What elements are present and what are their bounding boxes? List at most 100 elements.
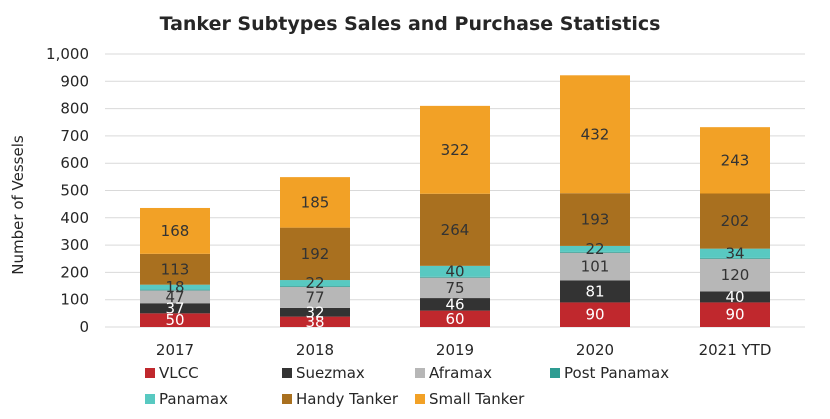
bar-segment [560, 280, 630, 303]
bar-segment [560, 75, 630, 194]
bar-segment [140, 253, 210, 285]
bar-segment [420, 193, 490, 266]
y-tick-labels: 0 100 200 300 400 500 600 700 800 900 1,000 [46, 45, 89, 336]
data-label: 47 [165, 288, 184, 306]
data-label: 168 [161, 222, 190, 240]
legend-swatch [145, 368, 155, 378]
bar-segment [420, 105, 490, 194]
legend-swatch [282, 368, 292, 378]
bar-segment [560, 193, 630, 246]
data-label: 101 [581, 258, 610, 276]
data-label: 34 [725, 244, 744, 262]
data-label: 113 [161, 260, 190, 278]
data-label: 192 [301, 245, 330, 263]
bar-segment [700, 302, 770, 327]
legend-label: Suezmax [296, 364, 365, 382]
legend-label: Handy Tanker [296, 390, 399, 408]
bar-segment [280, 286, 350, 287]
x-tick-labels: 2017 2018 2019 2020 2021 YTD [156, 341, 772, 359]
y-tick-label: 800 [60, 100, 89, 118]
data-label: 77 [305, 288, 324, 306]
y-tick-label: 600 [60, 154, 89, 172]
x-tick-label: 2017 [156, 341, 194, 359]
bar-segment [560, 252, 630, 281]
legend-swatch [145, 394, 155, 404]
data-label: 40 [445, 262, 464, 280]
y-tick-label: 1,000 [46, 45, 89, 63]
bar-segment [700, 258, 770, 292]
data-label: 243 [721, 151, 750, 169]
bar-segment [280, 177, 350, 228]
data-label: 22 [585, 240, 604, 258]
bar-segment [140, 303, 210, 314]
chart-title: Tanker Subtypes Sales and Purchase Stati… [160, 13, 661, 35]
data-label: 120 [721, 266, 750, 284]
data-labels: 5037471811316838327722192185604675402643… [161, 125, 750, 331]
data-label: 37 [165, 299, 184, 317]
data-label: 46 [445, 295, 464, 313]
bar-segment [700, 257, 770, 259]
bar-segment [700, 193, 770, 249]
data-label: 32 [305, 303, 324, 321]
data-label: 90 [585, 306, 604, 324]
legend-swatch [282, 394, 292, 404]
bar-segment [420, 265, 490, 277]
x-tick-label: 2021 YTD [699, 341, 772, 359]
bar-segment [420, 298, 490, 311]
y-axis-label: Number of Vessels [9, 135, 27, 275]
legend-label: Small Tanker [429, 390, 525, 408]
bar-segment [140, 290, 210, 304]
data-label: 202 [721, 212, 750, 230]
data-label: 18 [165, 278, 184, 296]
bar-segment [420, 310, 490, 327]
x-tick-label: 2018 [296, 341, 334, 359]
legend-label: Aframax [429, 364, 492, 382]
y-tick-label: 500 [60, 182, 89, 200]
bar-segment [420, 277, 490, 299]
data-label: 90 [725, 306, 744, 324]
legend-label: Post Panamax [564, 364, 669, 382]
data-label: 50 [165, 311, 184, 329]
data-label: 38 [305, 313, 324, 331]
y-tick-label: 700 [60, 127, 89, 145]
data-label: 432 [581, 125, 610, 143]
y-tick-label: 0 [79, 318, 89, 336]
bar-segment [280, 316, 350, 327]
bar-segment [560, 302, 630, 327]
legend-swatch [415, 368, 425, 378]
bar-segment [280, 227, 350, 281]
bar-segment [280, 280, 350, 287]
y-tick-label: 200 [60, 263, 89, 281]
legend-swatch [550, 368, 560, 378]
data-label: 193 [581, 211, 610, 229]
bar-segment [420, 276, 490, 278]
x-tick-label: 2019 [436, 341, 474, 359]
bar-segment [140, 207, 210, 254]
bar-segment [140, 313, 210, 327]
bar-segment [700, 291, 770, 303]
bar-segment [560, 251, 630, 253]
legend: VLCC Suezmax Aframax Post Panamax Panamax Han… [145, 364, 669, 408]
legend-swatch [415, 394, 425, 404]
data-label: 81 [585, 282, 604, 300]
bar-segment [700, 248, 770, 258]
y-tick-label: 900 [60, 72, 89, 90]
data-label: 75 [445, 279, 464, 297]
y-tick-label: 100 [60, 291, 89, 309]
data-label: 22 [305, 274, 324, 292]
bar-segment [140, 284, 210, 290]
bar-segment [560, 245, 630, 252]
legend-label: Panamax [159, 390, 228, 408]
data-label: 40 [725, 288, 744, 306]
x-tick-label: 2020 [576, 341, 614, 359]
data-label: 60 [445, 310, 464, 328]
bar-segment [280, 307, 350, 317]
y-tick-label: 300 [60, 236, 89, 254]
data-label: 322 [441, 141, 470, 159]
bar-segment [140, 289, 210, 291]
bars [140, 75, 770, 327]
bar-segment [700, 127, 770, 194]
bar-segment [280, 286, 350, 308]
data-label: 264 [441, 221, 470, 239]
